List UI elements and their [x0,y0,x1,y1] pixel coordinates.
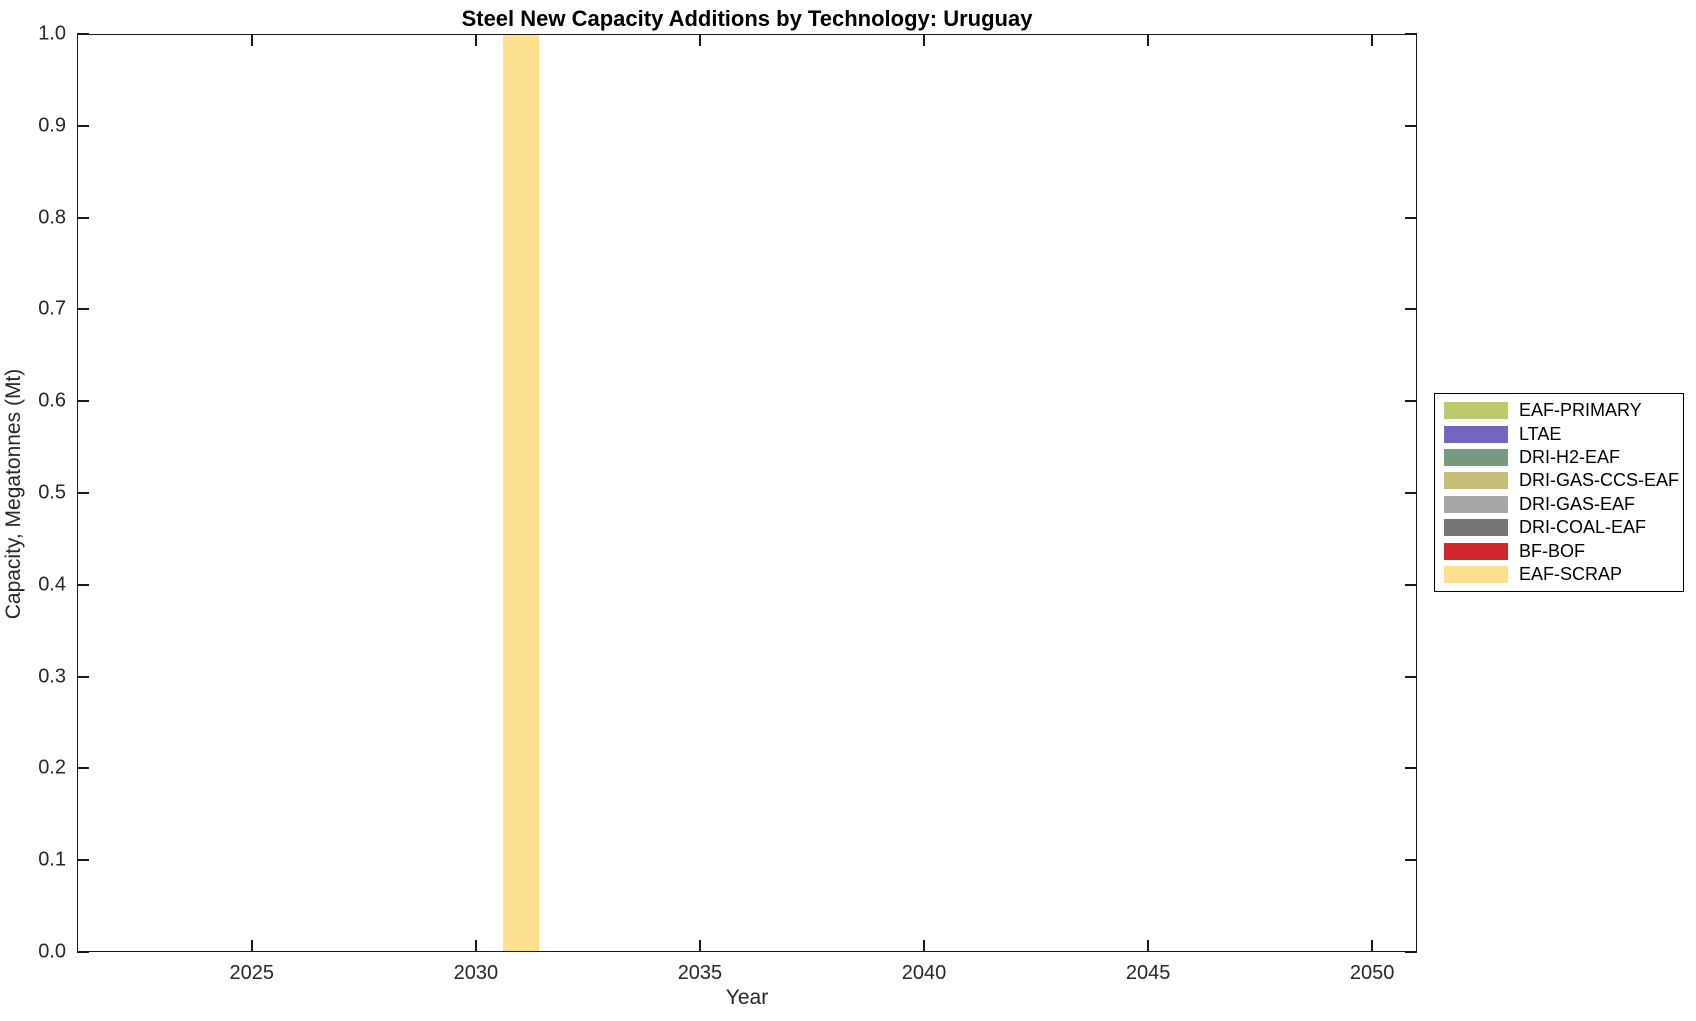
y-tick [77,400,89,403]
y-tick-right [1405,308,1417,311]
x-tick [1147,940,1150,952]
x-tick [474,940,477,952]
legend-swatch [1444,402,1508,420]
legend-label: EAF-PRIMARY [1519,400,1642,421]
bar-eaf-scrap [502,34,539,952]
x-tick-top [474,34,477,46]
legend-entry: EAF-SCRAP [1435,563,1683,586]
legend-swatch [1444,448,1508,466]
y-tick-right [1405,400,1417,403]
x-axis-label: Year [725,986,769,1009]
y-tick [77,583,89,586]
y-tick-label: 0.9 [38,114,66,137]
y-tick-right [1405,216,1417,219]
legend-label: LTAE [1519,423,1562,444]
y-tick-label: 0.3 [38,665,66,688]
y-tick-right [1405,583,1417,586]
y-tick [77,859,89,862]
x-tick-top [923,34,926,46]
x-tick-label: 2045 [1125,962,1171,984]
plot-area [77,34,1417,952]
x-tick-label: 2040 [901,962,947,984]
y-tick [77,492,89,494]
x-tick [923,940,926,952]
legend-entry: DRI-GAS-EAF [1435,493,1683,516]
y-tick-label: 0.8 [38,206,66,229]
legend-label: DRI-GAS-EAF [1519,493,1636,514]
legend-label: EAF-SCRAP [1519,563,1623,584]
legend-swatch [1444,519,1508,537]
y-tick [77,216,89,219]
chart-title: Steel New Capacity Additions by Technolo… [461,6,1033,31]
x-tick [250,940,253,952]
y-tick-label: 0.6 [38,389,66,412]
y-tick-label: 0.0 [38,940,66,963]
x-tick-label: 2035 [677,962,723,984]
legend-entry: DRI-H2-EAF [1435,446,1683,469]
legend-entry: DRI-COAL-EAF [1435,516,1683,539]
x-tick-top [698,34,701,46]
x-tick-top [250,34,253,46]
y-tick-right [1405,33,1417,35]
y-tick-label: 0.5 [38,481,66,504]
y-tick-label: 0.4 [38,573,66,596]
y-tick-right [1405,767,1417,770]
legend-entry: EAF-PRIMARY [1435,399,1683,422]
legend-entry: BF-BOF [1435,539,1683,562]
y-tick-label: 1.0 [38,22,66,45]
y-tick [77,767,89,770]
legend-label: DRI-COAL-EAF [1519,517,1647,538]
x-tick-label: 2030 [453,962,499,984]
y-tick-right [1405,859,1417,862]
x-tick-top [1147,34,1150,46]
y-tick-right [1405,124,1417,127]
x-tick [1371,940,1374,952]
legend-swatch [1444,542,1508,560]
legend-label: DRI-GAS-CCS-EAF [1519,470,1680,491]
x-tick-top [1371,34,1374,46]
legend-entry: DRI-GAS-CCS-EAF [1435,469,1683,492]
y-tick-label: 0.7 [38,297,66,320]
legend: EAF-PRIMARY LTAE DRI-H2-EAF DRI-GAS-CCS-EAF… [1434,393,1684,593]
legend-swatch [1444,495,1508,513]
y-tick [77,675,89,678]
y-tick-label: 0.1 [38,848,66,871]
y-tick [77,951,89,953]
y-tick [77,124,89,127]
x-tick-label: 2050 [1349,962,1395,984]
y-tick [77,308,89,311]
y-tick-right [1405,675,1417,678]
legend-label: DRI-H2-EAF [1519,446,1621,467]
legend-swatch [1444,425,1508,443]
y-tick [77,33,89,35]
y-tick-label: 0.2 [38,756,66,779]
legend-label: BF-BOF [1519,540,1585,561]
y-tick-right [1405,492,1417,494]
legend-entry: LTAE [1435,422,1683,445]
y-axis-label: Capacity, Megatonnes (Mt) [2,368,25,620]
legend-swatch [1444,565,1508,583]
x-tick-label: 2025 [229,962,275,984]
y-tick-right [1405,951,1417,953]
legend-swatch [1444,472,1508,490]
x-tick [698,940,701,952]
